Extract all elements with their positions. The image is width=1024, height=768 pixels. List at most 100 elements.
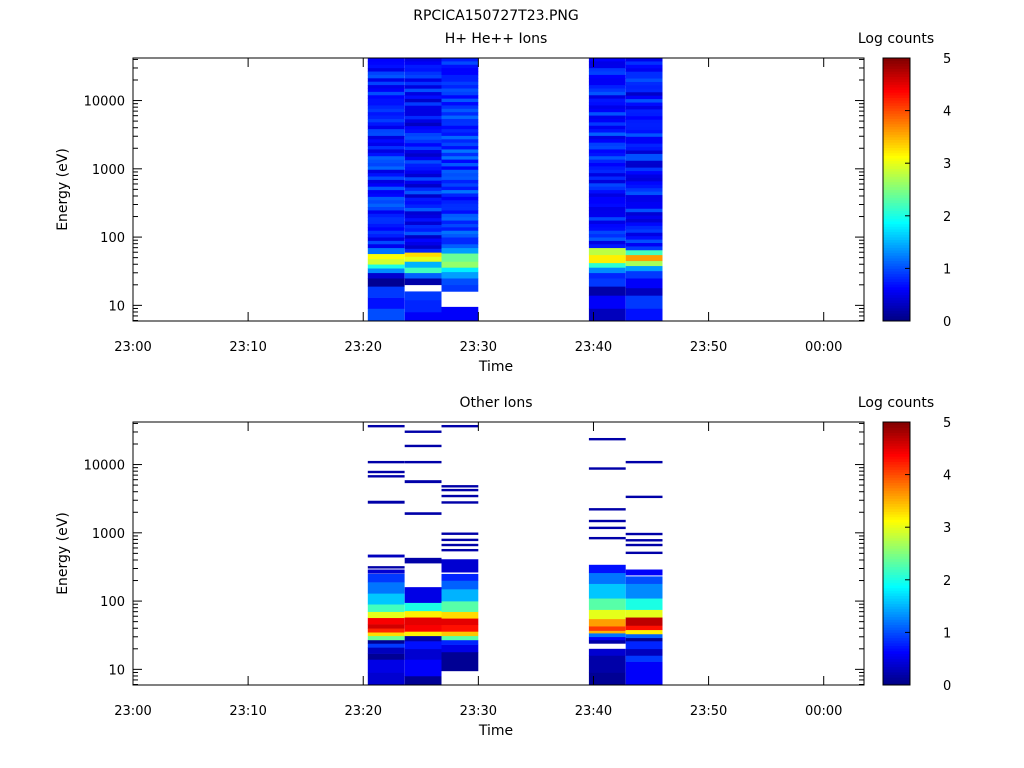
colorbar-step bbox=[883, 181, 910, 185]
heatmap-cell bbox=[441, 108, 479, 113]
y-tick-label: 10000 bbox=[84, 459, 125, 474]
colorbar: 0 1 2 3 4 5 Log counts bbox=[858, 31, 951, 330]
heatmap-cell bbox=[625, 532, 663, 536]
colorbar-step bbox=[883, 648, 910, 652]
heatmap-cell bbox=[625, 260, 663, 267]
heatmap-cell bbox=[367, 593, 405, 605]
heatmap-cell bbox=[404, 602, 442, 612]
heatmap-cell bbox=[367, 149, 405, 154]
heatmap-cell bbox=[404, 78, 442, 83]
heatmap-cell bbox=[441, 98, 479, 103]
heatmap-cell bbox=[625, 246, 663, 251]
heatmap-cell bbox=[367, 71, 405, 76]
colorbar-step bbox=[883, 189, 910, 193]
heatmap-cell bbox=[625, 655, 663, 662]
heatmap-cell bbox=[441, 152, 479, 157]
heatmap-cell bbox=[625, 171, 663, 175]
heatmap-cell bbox=[367, 659, 405, 673]
heatmap-cell bbox=[588, 633, 626, 638]
y-tick-label: 100 bbox=[100, 231, 125, 246]
heatmap-cell bbox=[441, 68, 479, 72]
heatmap-cell bbox=[441, 651, 479, 672]
colorbar-tick-label: 1 bbox=[943, 626, 951, 641]
heatmap-cell bbox=[404, 132, 442, 137]
colorbar-step bbox=[883, 466, 910, 470]
heatmap-cell bbox=[441, 186, 479, 191]
heatmap-cell bbox=[588, 156, 626, 161]
heatmap-cell bbox=[588, 223, 626, 228]
colorbar-step bbox=[883, 537, 910, 541]
heatmap-cell bbox=[404, 153, 442, 158]
heatmap-cell bbox=[625, 222, 663, 227]
heatmap-cell bbox=[404, 261, 442, 268]
colorbar-step bbox=[883, 65, 910, 70]
heatmap-cell bbox=[367, 569, 405, 574]
heatmap-cell bbox=[588, 129, 626, 133]
colorbar-step bbox=[883, 524, 910, 528]
heatmap-cell bbox=[625, 164, 663, 169]
heatmap-cell bbox=[441, 230, 479, 235]
heatmap-cell bbox=[367, 108, 405, 113]
heatmap-cell bbox=[441, 193, 479, 198]
heatmap-cell bbox=[588, 437, 626, 441]
heatmap-cell bbox=[625, 576, 663, 584]
colorbar-step bbox=[883, 105, 910, 109]
heatmap-cell bbox=[625, 617, 663, 626]
colorbar-step bbox=[883, 487, 910, 491]
heatmap-cell bbox=[625, 75, 663, 79]
heatmap-cell bbox=[588, 88, 626, 93]
heatmap-cell bbox=[588, 672, 626, 686]
colorbar-step bbox=[883, 503, 910, 507]
colorbar-step bbox=[883, 307, 910, 311]
heatmap-cell bbox=[625, 78, 663, 83]
heatmap-cell bbox=[588, 115, 626, 120]
heatmap-cell bbox=[588, 98, 626, 103]
heatmap-cell bbox=[441, 58, 479, 62]
heatmap-cell bbox=[625, 495, 663, 499]
heatmap-cell bbox=[404, 92, 442, 96]
heatmap-cell bbox=[404, 252, 442, 257]
heatmap-cell bbox=[367, 264, 405, 269]
y-tick-label: 10 bbox=[108, 663, 125, 678]
heatmap-cell bbox=[625, 609, 663, 618]
colorbar-step bbox=[883, 252, 910, 256]
heatmap-cell bbox=[404, 430, 442, 433]
heatmap-cell bbox=[404, 75, 442, 79]
colorbar-step bbox=[883, 144, 910, 148]
colorbar-step bbox=[883, 176, 910, 180]
heatmap-cell bbox=[441, 207, 479, 211]
heatmap-cell bbox=[441, 210, 479, 215]
heatmap-cell bbox=[625, 278, 663, 289]
heatmap-cell bbox=[367, 68, 405, 72]
heatmap-cell bbox=[588, 272, 626, 279]
colorbar-step bbox=[883, 479, 910, 483]
heatmap-cell bbox=[367, 223, 405, 228]
colorbar-step bbox=[883, 558, 910, 562]
heatmap-cell bbox=[625, 539, 663, 542]
heatmap-cell bbox=[441, 284, 479, 292]
heatmap-cells bbox=[367, 58, 663, 322]
colorbar-step bbox=[883, 424, 910, 428]
heatmap-cell bbox=[367, 139, 405, 144]
heatmap-cell bbox=[367, 672, 405, 686]
heatmap-cell bbox=[441, 125, 479, 130]
heatmap-cell bbox=[404, 68, 442, 73]
heatmap-cell bbox=[367, 58, 405, 62]
heatmap-cell bbox=[367, 64, 405, 69]
colorbar-step bbox=[883, 207, 910, 212]
colorbar-step bbox=[883, 632, 910, 636]
heatmap-cell bbox=[625, 254, 663, 262]
colorbar-step bbox=[883, 63, 910, 67]
heatmap-cell bbox=[367, 112, 405, 116]
heatmap-cell bbox=[441, 74, 479, 79]
heatmap-cell bbox=[625, 102, 663, 107]
colorbar-step bbox=[883, 242, 910, 246]
heatmap-cell bbox=[588, 125, 626, 130]
heatmap-cell bbox=[625, 629, 663, 635]
x-tick-label: 23:20 bbox=[345, 340, 382, 355]
colorbar-step bbox=[883, 429, 910, 434]
plot-frame bbox=[132, 57, 865, 322]
colorbar-step bbox=[883, 278, 910, 283]
colorbar-step bbox=[883, 595, 910, 599]
